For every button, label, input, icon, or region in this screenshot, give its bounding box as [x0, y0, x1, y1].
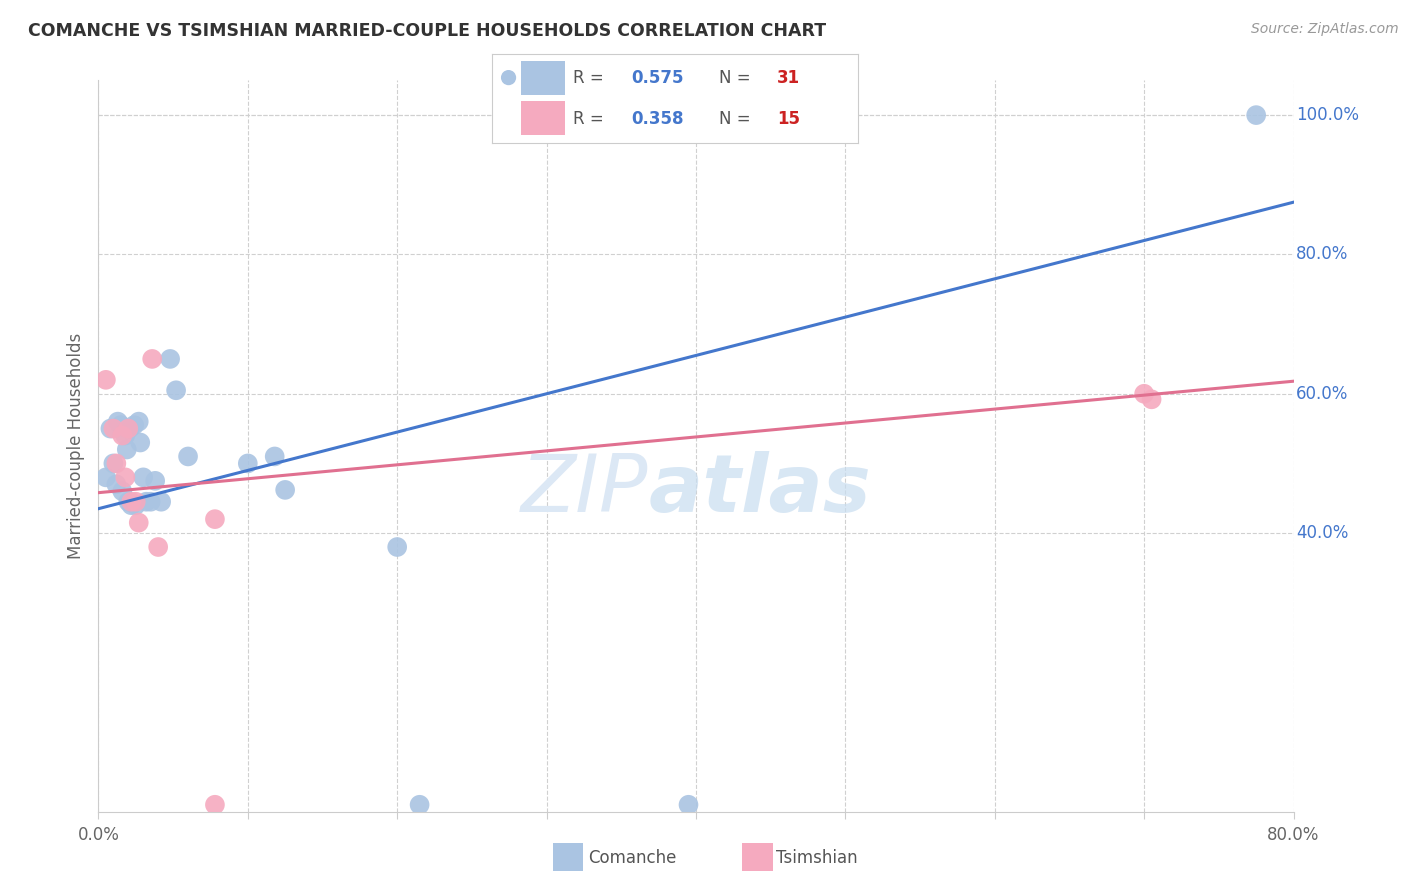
Point	[177, 450, 200, 464]
Point	[94, 470, 117, 484]
Point	[125, 494, 148, 508]
Point	[124, 418, 146, 433]
Point	[132, 470, 155, 484]
Point	[498, 70, 520, 85]
Point	[98, 421, 122, 435]
Point	[274, 483, 297, 497]
Text: 60.0%: 60.0%	[1296, 384, 1348, 403]
Point	[236, 457, 259, 471]
Point	[159, 351, 181, 366]
Point	[135, 494, 157, 508]
Point	[150, 494, 173, 508]
Point	[263, 450, 285, 464]
Point	[107, 415, 129, 429]
FancyBboxPatch shape	[522, 61, 565, 95]
Point	[111, 484, 134, 499]
Point	[128, 516, 150, 530]
FancyBboxPatch shape	[522, 101, 565, 135]
Text: N =: N =	[718, 69, 755, 87]
Text: R =: R =	[572, 110, 609, 128]
Point	[118, 421, 141, 435]
Point	[105, 457, 128, 471]
Point	[385, 540, 409, 554]
Text: 0.575: 0.575	[631, 69, 683, 87]
Point	[110, 418, 132, 433]
Point	[408, 797, 430, 812]
Point	[204, 512, 226, 526]
Point	[1244, 108, 1267, 122]
Point	[105, 477, 128, 491]
Point	[103, 457, 125, 471]
Point	[117, 494, 139, 508]
Text: N =: N =	[718, 110, 755, 128]
Point	[678, 797, 700, 812]
Text: 40.0%: 40.0%	[1296, 524, 1348, 542]
Text: 80.0%: 80.0%	[1296, 245, 1348, 263]
Point	[204, 797, 226, 812]
Point	[111, 428, 134, 442]
Point	[120, 494, 142, 508]
Point	[143, 474, 166, 488]
Text: 15: 15	[778, 110, 800, 128]
Text: R =: R =	[572, 69, 609, 87]
Point	[125, 498, 148, 512]
Text: Comanche: Comanche	[588, 849, 676, 867]
Point	[103, 421, 125, 435]
Point	[141, 351, 163, 366]
Point	[1133, 386, 1156, 401]
Point	[148, 540, 170, 554]
Text: 100.0%: 100.0%	[1296, 106, 1360, 124]
Text: Tsimshian: Tsimshian	[776, 849, 858, 867]
Point	[139, 494, 162, 508]
Text: atlas: atlas	[648, 450, 870, 529]
Text: Source: ZipAtlas.com: Source: ZipAtlas.com	[1251, 22, 1399, 37]
Text: COMANCHE VS TSIMSHIAN MARRIED-COUPLE HOUSEHOLDS CORRELATION CHART: COMANCHE VS TSIMSHIAN MARRIED-COUPLE HOU…	[28, 22, 827, 40]
Point	[117, 421, 139, 435]
Point	[128, 415, 150, 429]
Text: 31: 31	[778, 69, 800, 87]
Point	[120, 498, 142, 512]
Text: ZIP: ZIP	[520, 450, 648, 529]
Point	[1140, 392, 1163, 407]
Point	[165, 384, 187, 398]
Point	[114, 428, 136, 442]
Text: 0.358: 0.358	[631, 110, 683, 128]
Y-axis label: Married-couple Households: Married-couple Households	[66, 333, 84, 559]
Point	[115, 442, 138, 457]
Point	[114, 470, 136, 484]
Point	[129, 435, 152, 450]
Point	[94, 373, 117, 387]
